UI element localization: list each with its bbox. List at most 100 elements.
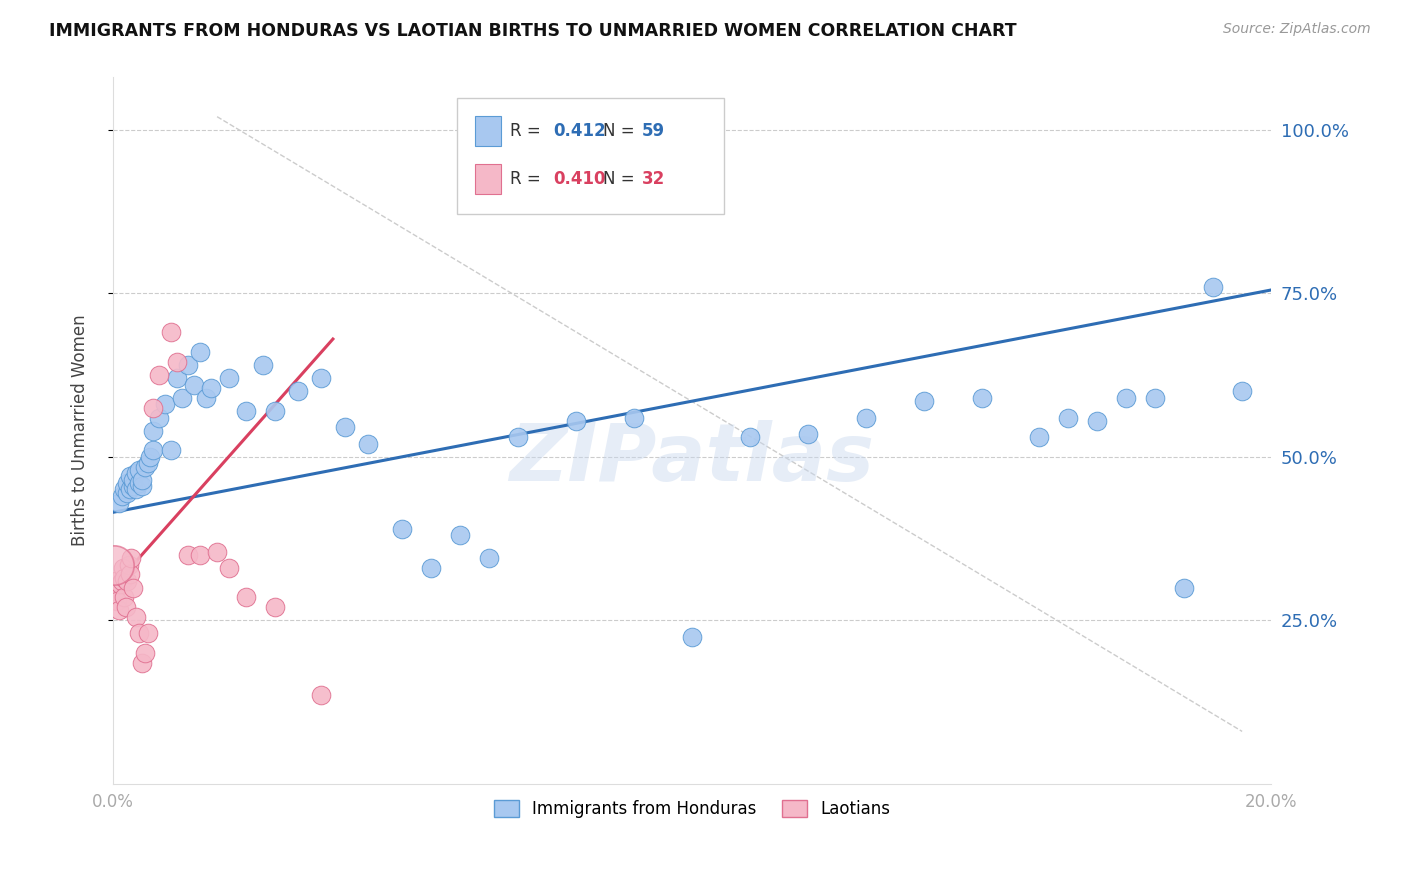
Point (136, 456, 159, 470)
Point (134, 459, 156, 474)
Text: IMMIGRANTS FROM HONDURAS VS LAOTIAN BIRTHS TO UNMARRIED WOMEN CORRELATION CHART: IMMIGRANTS FROM HONDURAS VS LAOTIAN BIRT… (49, 22, 1017, 40)
Point (107, 495, 129, 509)
Point (356, 436, 378, 450)
Point (166, 371, 188, 385)
Point (855, 410, 877, 425)
FancyBboxPatch shape (475, 164, 501, 194)
Point (287, 384, 309, 399)
Point (131, 479, 153, 493)
Point (183, 377, 205, 392)
Point (623, 410, 645, 425)
Point (107, 593, 129, 607)
Point (159, 443, 181, 458)
Point (565, 414, 588, 428)
Point (153, 397, 176, 411)
Point (120, 567, 142, 582)
Point (108, 577, 131, 591)
Point (264, 404, 287, 418)
Point (122, 479, 145, 493)
Point (114, 483, 136, 497)
Point (508, 129, 530, 144)
Point (134, 646, 156, 660)
Text: N =: N = (603, 122, 640, 140)
Point (1230, 384, 1253, 399)
Point (122, 581, 145, 595)
Text: 59: 59 (643, 122, 665, 140)
Point (1202, 279, 1225, 293)
Legend: Immigrants from Honduras, Laotians: Immigrants from Honduras, Laotians (488, 793, 897, 825)
Point (797, 426, 820, 441)
Point (142, 401, 165, 415)
Point (420, 561, 443, 575)
Point (114, 600, 136, 615)
Point (1173, 581, 1195, 595)
Point (166, 355, 188, 369)
Point (970, 391, 993, 405)
Text: 32: 32 (643, 170, 665, 188)
Text: 0.412: 0.412 (553, 122, 606, 140)
Point (148, 410, 170, 425)
Point (148, 368, 170, 382)
Point (125, 610, 148, 624)
Point (478, 551, 501, 566)
Point (1144, 391, 1167, 405)
Point (112, 561, 135, 575)
Point (218, 561, 240, 575)
Point (117, 574, 139, 588)
Point (103, 558, 125, 572)
Point (110, 574, 132, 588)
Point (252, 358, 274, 372)
Point (912, 394, 935, 409)
Point (188, 548, 211, 562)
Point (194, 391, 217, 405)
Point (117, 475, 139, 490)
Text: R =: R = (510, 122, 546, 140)
Point (125, 466, 148, 480)
Point (128, 626, 150, 640)
Point (131, 656, 153, 670)
Point (125, 483, 148, 497)
Point (449, 528, 471, 542)
Point (120, 551, 142, 566)
Point (311, 689, 333, 703)
Text: R =: R = (510, 170, 546, 188)
Point (264, 600, 287, 615)
Point (110, 489, 132, 503)
Point (114, 571, 136, 585)
Y-axis label: Births to Unmarried Women: Births to Unmarried Women (72, 315, 89, 547)
FancyBboxPatch shape (475, 116, 501, 146)
Point (681, 630, 703, 644)
Point (131, 473, 153, 487)
Point (120, 483, 142, 497)
Point (107, 603, 129, 617)
Point (200, 381, 222, 395)
Point (333, 420, 356, 434)
Point (118, 558, 141, 572)
Text: ZIPatlas: ZIPatlas (509, 420, 875, 498)
Point (235, 404, 257, 418)
Point (508, 430, 530, 444)
Point (738, 430, 761, 444)
Point (188, 345, 211, 359)
Point (122, 473, 145, 487)
Text: 0.410: 0.410 (553, 170, 606, 188)
Point (114, 591, 136, 605)
Point (1085, 414, 1108, 428)
Point (136, 626, 159, 640)
Point (235, 591, 257, 605)
Point (142, 443, 165, 458)
Point (205, 544, 228, 558)
Point (120, 469, 142, 483)
Point (128, 475, 150, 490)
Point (218, 371, 240, 385)
Point (1115, 391, 1137, 405)
Point (117, 485, 139, 500)
Point (128, 463, 150, 477)
Point (104, 574, 127, 588)
Point (139, 450, 162, 464)
Text: N =: N = (603, 170, 640, 188)
Point (159, 326, 181, 340)
Point (391, 522, 413, 536)
Point (103, 583, 125, 598)
Point (311, 371, 333, 385)
